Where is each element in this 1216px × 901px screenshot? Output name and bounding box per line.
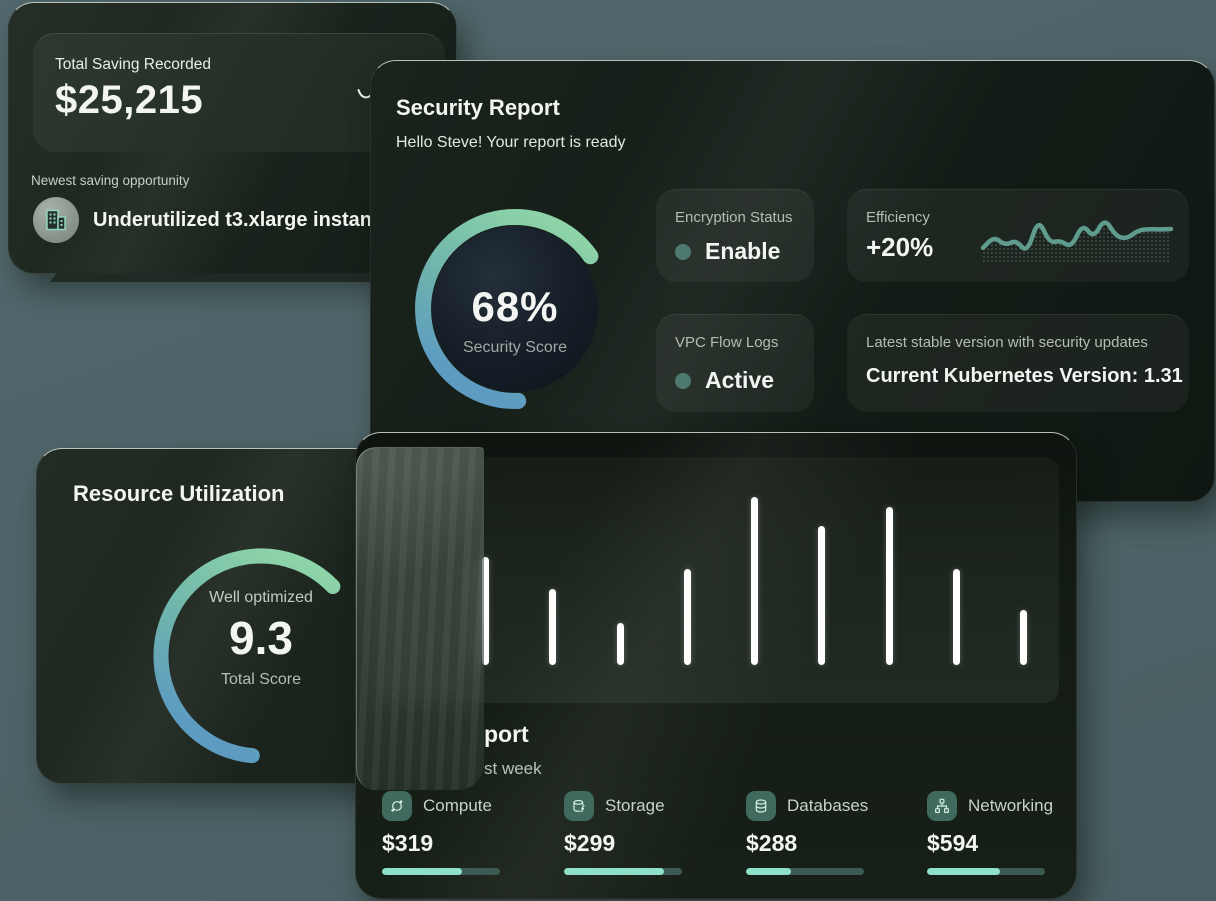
saving-opportunity-row: Underutilized t3.xlarge instance [33,197,394,243]
cost-bar [482,557,489,665]
resource-gauge-top-label: Well optimized [209,589,313,606]
compute-icon [382,791,412,821]
cost-bar [616,623,624,665]
resource-gauge-center: Well optimized 9.3 Total Score [171,589,351,689]
stat-progress-fill [564,868,665,875]
building-icon [33,197,79,243]
security-report-subtitle: Hello Steve! Your report is ready [396,134,626,151]
cost-bar [1020,610,1027,665]
resource-utilization-title: Resource Utilization [73,481,285,506]
security-score-gauge [415,208,599,409]
cost-bar [683,569,691,665]
stat-value: $288 [746,830,798,856]
databases-icon [746,791,776,821]
stat-progress-fill [746,868,791,875]
stat-progress-track [927,868,1045,875]
resource-gauge-value: 9.3 [229,612,293,664]
security-gauge-center: 68% Security Score [440,283,590,357]
cost-bar [549,589,557,665]
encryption-status-value: Enable [705,238,781,264]
cost-bar [818,526,826,665]
stat-progress-fill [382,868,463,875]
stat-value: $594 [927,830,979,856]
stat-label: Compute [423,796,492,815]
stat-value: $299 [564,830,616,856]
vpc-flow-logs-label: VPC Flow Logs [675,334,779,351]
efficiency-value: +20% [866,232,934,262]
total-saving-title: Total Saving Recorded [55,56,211,73]
efficiency-tile: Efficiency +20% [847,189,1189,282]
kubernetes-version-tile: Latest stable version with security upda… [847,314,1189,412]
report-subtitle-fragment: st week [484,759,542,778]
security-report-title: Security Report [396,95,560,120]
kubernetes-version-value: Current Kubernetes Version: 1.31 [866,365,1183,387]
stat-progress-track [746,868,864,875]
cost-bars [476,489,1033,665]
encryption-status-label: Encryption Status [675,209,793,226]
security-score-value: 68% [471,283,559,330]
spending-report-card: port st week Compute $319 [355,432,1077,899]
report-title-fragment: port [484,721,529,747]
stat-storage: Storage $299 [564,791,724,875]
networking-icon [927,791,957,821]
stat-progress-fill [927,868,1001,875]
stat-label: Storage [605,796,665,815]
storage-icon [564,791,594,821]
stat-networking: Networking $594 [927,791,1087,875]
vpc-flow-logs-tile: VPC Flow Logs Active [656,314,814,412]
cost-bar [952,569,960,665]
stat-compute: Compute $319 [382,791,542,875]
vpc-flow-logs-value: Active [705,367,775,393]
encryption-status-tile: Encryption Status Enable [656,189,814,282]
saving-opportunity-text: Underutilized t3.xlarge instance [93,208,395,231]
total-saving-amount: $25,215 [55,78,204,122]
status-dot-icon [675,372,691,389]
frosted-glass-panel [356,447,484,790]
security-gauge-disc [432,226,598,392]
stat-progress-track [382,868,500,875]
stat-value: $319 [382,830,434,856]
security-report-card: Security Report Hello Steve! Your report… [370,60,1215,502]
stat-label: Networking [968,796,1054,815]
saving-opportunity-label: Newest saving opportunity [31,173,190,188]
efficiency-label: Efficiency [866,209,930,226]
kubernetes-version-label: Latest stable version with security upda… [866,334,1148,351]
stat-databases: Databases $288 [746,791,906,875]
security-score-label: Security Score [462,339,568,356]
resource-gauge-bottom-label: Total Score [220,671,302,688]
resource-score-gauge [153,548,341,764]
efficiency-sparkline [980,220,1174,264]
cost-bar [885,507,893,665]
stat-label: Databases [787,796,869,815]
stat-progress-track [564,868,682,875]
cost-bar [751,497,758,665]
status-dot-icon [675,243,691,260]
